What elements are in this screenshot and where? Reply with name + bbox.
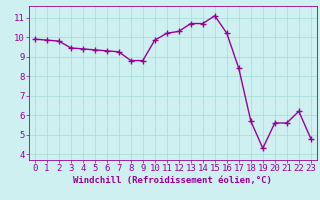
X-axis label: Windchill (Refroidissement éolien,°C): Windchill (Refroidissement éolien,°C) — [73, 176, 272, 185]
